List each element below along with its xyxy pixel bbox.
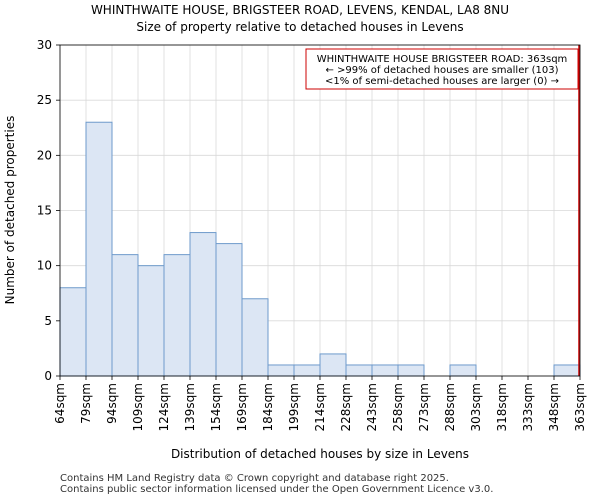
bar-3 bbox=[137, 265, 165, 377]
x-tick-label-8: 184sqm bbox=[261, 383, 275, 431]
bar-4 bbox=[163, 254, 191, 377]
y-tick-label-4: 20 bbox=[37, 148, 52, 162]
x-tick-label-12: 243sqm bbox=[365, 383, 379, 431]
y-axis-ticks: 0 5 10 15 20 25 30 bbox=[37, 38, 60, 383]
bar-2 bbox=[111, 254, 139, 377]
chart-title: WHINTHWAITE HOUSE, BRIGSTEER ROAD, LEVEN… bbox=[91, 3, 509, 17]
x-tick-label-18: 333sqm bbox=[521, 383, 535, 431]
bar-11 bbox=[345, 364, 373, 377]
annotation-border bbox=[305, 48, 579, 90]
x-tick-label-17: 318sqm bbox=[495, 383, 509, 431]
x-tick-label-4: 124sqm bbox=[157, 383, 171, 431]
annotation-line-2: ← >99% of detached houses are smaller (1… bbox=[325, 65, 558, 76]
x-tick-label-11: 228sqm bbox=[339, 383, 353, 431]
x-tick-label-5: 139sqm bbox=[183, 383, 197, 431]
bar-13 bbox=[397, 364, 425, 377]
x-tick-label-2: 94sqm bbox=[105, 383, 119, 424]
footer: Contains HM Land Registry data © Crown c… bbox=[60, 473, 493, 495]
x-tick-label-19: 348sqm bbox=[547, 383, 561, 431]
bar-19 bbox=[553, 364, 581, 377]
footer-line-2: Contains public sector information licen… bbox=[60, 484, 494, 495]
annotation-box: WHINTHWAITE HOUSE BRIGSTEER ROAD: 363sqm… bbox=[305, 48, 579, 90]
bar-12 bbox=[371, 364, 399, 377]
x-tick-label-1: 79sqm bbox=[79, 383, 93, 424]
x-tick-label-16: 303sqm bbox=[469, 383, 483, 431]
histogram-chart: WHINTHWAITE HOUSE, BRIGSTEER ROAD, LEVEN… bbox=[3, 3, 587, 461]
annotation-line-1: WHINTHWAITE HOUSE BRIGSTEER ROAD: 363sqm bbox=[317, 54, 568, 65]
bar-10 bbox=[319, 353, 347, 377]
bars-group bbox=[59, 121, 581, 377]
x-tick-label-15: 288sqm bbox=[443, 383, 457, 431]
x-tick-label-14: 273sqm bbox=[417, 383, 431, 431]
y-tick-label-6: 30 bbox=[37, 38, 52, 52]
bar-1 bbox=[85, 121, 113, 377]
x-tick-label-7: 169sqm bbox=[235, 383, 249, 431]
x-tick-label-0: 64sqm bbox=[53, 383, 67, 424]
x-tick-label-3: 109sqm bbox=[131, 383, 145, 431]
y-tick-label-3: 15 bbox=[37, 204, 52, 218]
bar-6 bbox=[215, 243, 243, 377]
bar-8 bbox=[267, 364, 295, 377]
bar-9 bbox=[293, 364, 321, 377]
x-tick-label-6: 154sqm bbox=[209, 383, 223, 431]
chart-subtitle: Size of property relative to detached ho… bbox=[136, 20, 463, 34]
y-tick-label-2: 10 bbox=[37, 259, 52, 273]
y-tick-label-1: 5 bbox=[44, 314, 52, 328]
bar-7 bbox=[241, 298, 269, 377]
x-tick-label-13: 258sqm bbox=[391, 383, 405, 431]
y-tick-label-5: 25 bbox=[37, 93, 52, 107]
annotation-line-3: <1% of semi-detached houses are larger (… bbox=[325, 76, 559, 87]
y-tick-label-0: 0 bbox=[44, 369, 52, 383]
x-axis-label: Distribution of detached houses by size … bbox=[171, 447, 469, 461]
y-axis-label: Number of detached properties bbox=[3, 116, 17, 305]
bar-0 bbox=[59, 287, 87, 377]
bar-15 bbox=[449, 364, 477, 377]
x-axis-ticks: 64sqm 79sqm 94sqm 109sqm 124sqm 139sqm 154sqm 1… bbox=[53, 376, 587, 431]
footer-line-1: Contains HM Land Registry data © Crown c… bbox=[60, 473, 449, 484]
x-tick-label-10: 214sqm bbox=[313, 383, 327, 431]
x-tick-label-9: 199sqm bbox=[287, 383, 301, 431]
x-tick-label-20: 363sqm bbox=[573, 383, 587, 431]
bar-5 bbox=[189, 232, 217, 377]
